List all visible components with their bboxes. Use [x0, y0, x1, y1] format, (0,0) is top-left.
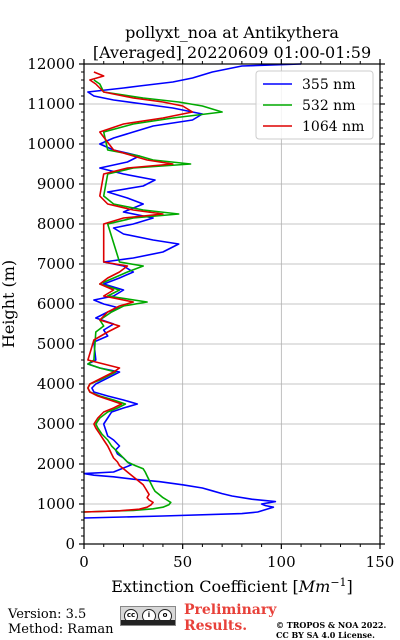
axis-ticks: 0100020003000400050006000700080009000100…: [27, 55, 394, 571]
preliminary-line-1: Preliminary: [184, 602, 277, 618]
y-tick-label: 0: [65, 535, 75, 553]
y-tick-label: 9000: [37, 175, 75, 193]
cc-license-badge: cc i o: [120, 606, 176, 626]
y-tick-label: 6000: [37, 295, 75, 313]
y-tick-label: 3000: [37, 415, 75, 433]
preliminary-notice: Preliminary Results.: [184, 602, 276, 634]
version-label: Version: 3.5: [8, 607, 87, 622]
series-line-532-nm: [83, 79, 223, 513]
legend: 355 nm 532 nm 1064 nm: [255, 70, 374, 140]
x-tick-label: 50: [173, 553, 192, 571]
y-tick-label: 2000: [37, 455, 75, 473]
series-lines: [83, 63, 302, 519]
preliminary-line-2: Results.: [184, 618, 248, 634]
legend-box: [255, 70, 374, 140]
legend-label: 532 nm: [302, 98, 355, 114]
copyright-line-1: © TROPOS & NOA 2022.: [276, 620, 387, 630]
y-tick-label: 4000: [37, 375, 75, 393]
y-tick-label: 10000: [27, 135, 75, 153]
y-tick-label: 11000: [27, 95, 75, 113]
method-label: Method: Raman: [8, 622, 114, 637]
badge-strip: [121, 620, 175, 625]
x-axis-label: Extinction Coefficient [Mm−1]: [111, 576, 353, 596]
x-tick-label: 100: [267, 553, 296, 571]
y-tick-label: 7000: [37, 255, 75, 273]
copyright-notice: © TROPOS & NOA 2022. CC BY SA 4.0 Licens…: [276, 620, 386, 640]
y-tick-label: 8000: [37, 215, 75, 233]
y-tick-label: 5000: [37, 335, 75, 353]
y-axis-label: Height (m): [0, 260, 18, 348]
series-line-1064-nm: [83, 71, 194, 513]
chart-title-line-2: [Averaged] 20220609 01:00-01:59: [93, 43, 371, 62]
x-tick-label: 0: [79, 553, 89, 571]
legend-label: 1064 nm: [302, 119, 364, 135]
legend-label: 355 nm: [302, 77, 355, 93]
x-tick-label: 150: [366, 553, 395, 571]
chart-title-line-1: pollyxt_noa at Antikythera: [125, 23, 339, 42]
copyright-line-2: CC BY SA 4.0 License.: [276, 630, 375, 640]
y-tick-label: 12000: [27, 55, 75, 73]
y-tick-label: 1000: [37, 495, 75, 513]
